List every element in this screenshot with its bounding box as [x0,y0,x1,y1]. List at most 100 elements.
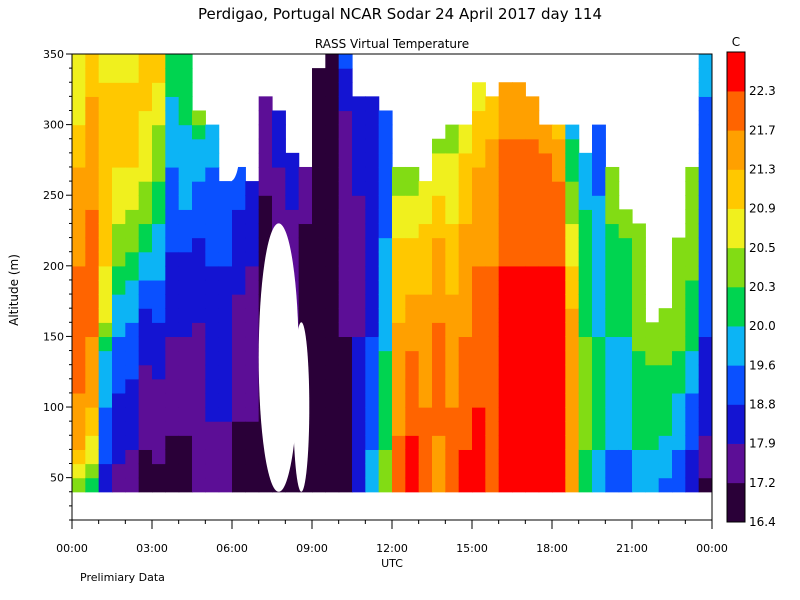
heatmap-cell [125,350,140,366]
heatmap-cell [338,68,353,83]
heatmap-cell [112,96,126,112]
heatmap-cell [698,463,712,479]
heatmap-cell [352,421,366,436]
heatmap-cell [112,294,126,309]
heatmap-cell [85,54,100,69]
heatmap-cell [152,110,166,126]
heatmap-cell [325,421,340,436]
heatmap-cell [485,124,500,140]
heatmap-cell [672,279,686,295]
heatmap-cell [112,407,126,422]
heatmap-cell [698,407,712,422]
heatmap-cell [312,279,326,295]
heatmap-cell [365,322,380,338]
heatmap-cell [565,124,580,140]
heatmap-cell [618,251,633,267]
heatmap-cell [498,195,513,210]
heatmap-cell [592,336,606,352]
heatmap-cell [685,322,700,338]
heatmap-cell [85,421,100,436]
heatmap-cell [72,421,86,436]
heatmap-cell [578,209,593,225]
heatmap-cell [698,364,712,380]
heatmap-cell [125,322,140,338]
heatmap-cell [512,449,526,465]
heatmap-cell [498,96,513,112]
heatmap-cell [645,322,660,338]
heatmap-cell [98,138,113,154]
heatmap-cell [405,463,420,479]
heatmap-cell [125,435,140,450]
heatmap-cell [98,152,113,168]
heatmap-cell [138,279,153,295]
heatmap-cell [72,54,86,69]
heatmap-cell [632,449,646,465]
heatmap-cell [605,364,620,380]
heatmap-cell [85,336,100,352]
heatmap-cell [672,350,686,366]
heatmap-cell [245,378,260,394]
heatmap-cell [312,364,326,380]
heatmap-cell [685,181,700,196]
colorbar: 16.4 17.2 17.9 18.8 19.6 20.0 20.3 20.5 20.9 21.3… [726,51,776,529]
heatmap-cell [618,449,633,465]
plot-area [71,53,713,521]
heatmap-cell [485,181,500,196]
heatmap-cell [85,449,100,465]
heatmap-cell [312,265,326,281]
heatmap-cell [392,308,406,323]
heatmap-cell [152,279,166,295]
heatmap-cell [232,378,246,394]
heatmap-cell [498,279,513,295]
heatmap-cell [432,449,446,465]
heatmap-cell [165,251,180,267]
heatmap-cell [618,407,633,422]
heatmap-cell [178,195,193,210]
heatmap-cell [138,68,153,83]
heatmap-cell [418,294,433,309]
heatmap-cell [218,209,233,225]
heatmap-cell [152,195,166,210]
heatmap-cell [685,166,700,182]
heatmap-cell [325,223,340,239]
heatmap-cell [85,138,100,154]
heatmap-cell [378,477,393,493]
heatmap-cell [152,209,166,225]
heatmap-cell [672,463,686,479]
heatmap-cell [472,195,486,210]
heatmap-cell [592,407,606,422]
heatmap-cell [512,152,526,168]
x-tick-label: 12:00 [376,542,408,555]
heatmap-cell [645,336,660,352]
heatmap-cell [485,166,500,182]
heatmap-cell [512,336,526,352]
heatmap-cell [472,110,486,126]
heatmap-cell [552,195,566,210]
heatmap-cell [165,96,180,112]
heatmap-cell [125,279,140,295]
heatmap-cell [618,237,633,253]
heatmap-cell [432,237,446,253]
heatmap-cell [525,251,540,267]
heatmap-cell [512,435,526,450]
heatmap-cell [592,251,606,267]
heatmap-cell [205,237,220,253]
heatmap-cell [458,322,473,338]
heatmap-cell [632,279,646,295]
heatmap-cell [232,223,246,239]
heatmap-cell [485,449,500,465]
heatmap-cell [152,435,166,450]
heatmap-cell [378,407,393,422]
heatmap-cell [178,336,193,352]
heatmap-cell [498,421,513,436]
heatmap-cell [178,392,193,408]
heatmap-cell [165,265,180,281]
heatmap-cell [618,435,633,450]
heatmap-cell [152,237,166,253]
heatmap-cell [272,195,286,210]
heatmap-cell [565,378,580,394]
heatmap-cell [565,350,580,366]
heatmap-cell [365,308,380,323]
heatmap-cell [312,294,326,309]
heatmap-cell [312,322,326,338]
